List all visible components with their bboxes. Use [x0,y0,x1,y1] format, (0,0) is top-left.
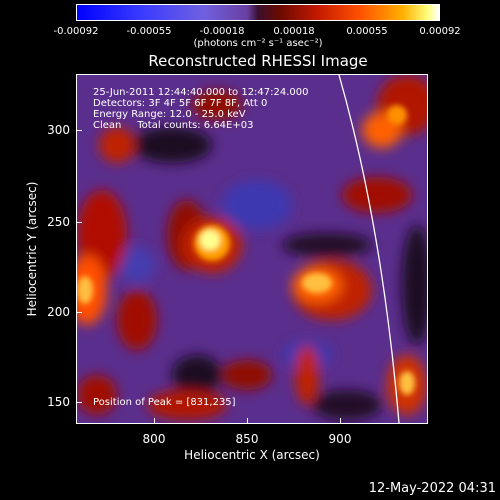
plot-title: Reconstructed RHESSI Image [148,52,368,70]
peak-position-label: Position of Peak = [831,235] [93,397,236,408]
y-tick-label: 250 [47,215,70,229]
y-tick-mark [76,222,82,223]
energy-range-label: Energy Range: 12.0 - 25.0 keV [93,109,246,120]
x-tick-label: 800 [142,432,166,446]
colorbar [76,4,440,21]
y-tick-mark [76,312,82,313]
colorbar-tick: 0.00092 [419,26,461,37]
y-tick-label: 200 [47,305,70,319]
colorbar-tick: 0.00018 [273,26,315,37]
x-axis-label: Heliocentric X (arcsec) [184,448,320,462]
time-range-label: 25-Jun-2011 12:44:40.000 to 12:47:24.000 [93,87,309,98]
colorbar-tick: -0.00055 [126,26,172,37]
colorbar-unit: (photons cm⁻² s⁻¹ asec⁻²) [193,38,323,49]
rhessi-image: 25-Jun-2011 12:44:40.000 to 12:47:24.000… [76,74,428,424]
y-tick-mark [76,402,82,403]
colorbar-tick: -0.00092 [53,26,99,37]
colorbar-tick: -0.00018 [199,26,245,37]
detectors-label: Detectors: 3F 4F 5F 6F 7F 8F, Att 0 [93,98,268,109]
y-tick-label: 300 [47,123,70,137]
x-tick-mark [247,418,248,424]
solar-limb [338,75,400,423]
x-tick-label: 850 [235,432,259,446]
y-tick-mark [76,130,82,131]
y-axis-label: Heliocentric Y (arcsec) [25,181,39,317]
colorbar-tick: 0.00055 [346,26,388,37]
clean-counts-label: Clean Total counts: 6.64E+03 [93,120,254,131]
datestamp: 12-May-2022 04:31 [368,481,496,496]
image-canvas [77,75,427,423]
x-tick-mark [154,418,155,424]
x-tick-mark [340,418,341,424]
x-tick-label: 900 [328,432,352,446]
y-tick-label: 150 [47,395,70,409]
